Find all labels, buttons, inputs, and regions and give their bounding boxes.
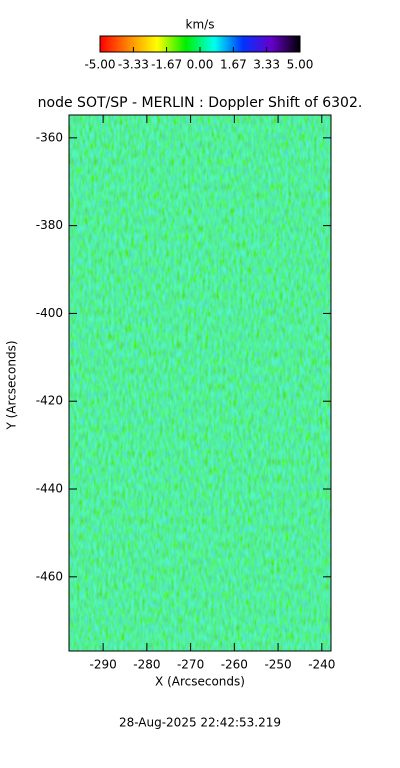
x-tick-label: -260 — [221, 658, 248, 672]
x-axis-label: X (Arcseconds) — [155, 675, 245, 689]
colorbar-tick-label: 3.33 — [253, 58, 280, 72]
y-tick-label: -440 — [36, 482, 63, 496]
colorbar-tick-label: -1.67 — [151, 58, 182, 72]
y-tick-label: -400 — [36, 306, 63, 320]
x-tick-label: -290 — [89, 658, 116, 672]
plot-frame — [68, 114, 332, 652]
heatmap-texture — [69, 115, 331, 651]
y-tick-label: -360 — [36, 130, 63, 144]
x-tick-label: -280 — [133, 658, 160, 672]
colorbar-tick-label: -5.00 — [84, 58, 115, 72]
y-tick-label: -420 — [36, 394, 63, 408]
x-tick-label: -250 — [264, 658, 291, 672]
x-tick-label: -240 — [308, 658, 335, 672]
y-tick-label: -380 — [36, 218, 63, 232]
colorbar-tick-label: 1.67 — [220, 58, 247, 72]
colorbar-tick-label: -3.33 — [118, 58, 149, 72]
colorbar-title: km/s — [186, 18, 215, 32]
footer-timestamp: 28-Aug-2025 22:42:53.219 — [119, 716, 281, 730]
colorbar-tick-label: 0.00 — [187, 58, 214, 72]
y-axis-label: Y (Arcseconds) — [5, 340, 19, 430]
chart-title: node SOT/SP - MERLIN : Doppler Shift of … — [38, 95, 363, 111]
y-tick-label: -460 — [36, 569, 63, 583]
x-tick-label: -270 — [177, 658, 204, 672]
colorbar-tick-label: 5.00 — [287, 58, 314, 72]
